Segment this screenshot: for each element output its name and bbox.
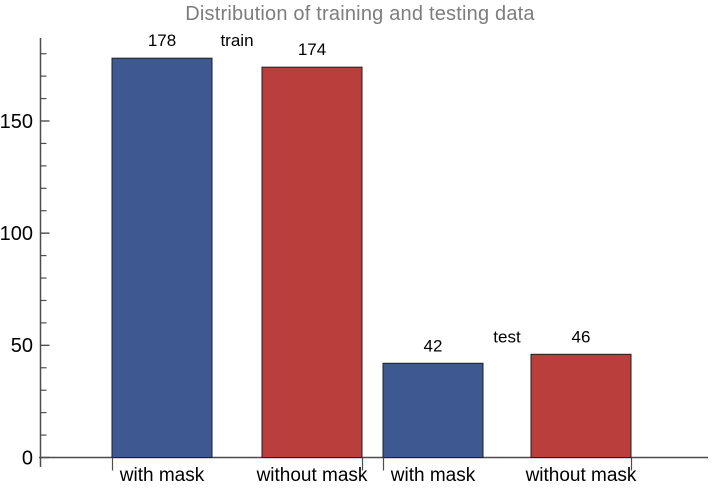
bar-with-mask-42 <box>382 362 484 459</box>
x-category-label: without mask <box>256 465 368 486</box>
bar-without-mask-46 <box>530 353 632 459</box>
x-category-label: with mask <box>390 465 476 486</box>
bar-value-label: 178 <box>148 31 176 50</box>
chart-title: Distribution of training and testing dat… <box>185 3 535 25</box>
x-category-label: without mask <box>525 465 637 486</box>
x-category-label: with mask <box>119 465 205 486</box>
bar-value-label: 174 <box>298 40 326 59</box>
bar-without-mask-174 <box>261 66 363 458</box>
y-tick-label: 100 <box>0 223 33 245</box>
y-tick-label: 50 <box>11 335 33 357</box>
bar-with-mask-178 <box>111 57 213 458</box>
y-tick-label: 150 <box>0 111 33 133</box>
bar-value-label: 46 <box>572 327 591 346</box>
group-label-test: test <box>493 327 521 346</box>
y-tick-label: 0 <box>22 447 33 469</box>
group-label-train: train <box>220 31 253 50</box>
bar-value-label: 42 <box>424 336 443 355</box>
